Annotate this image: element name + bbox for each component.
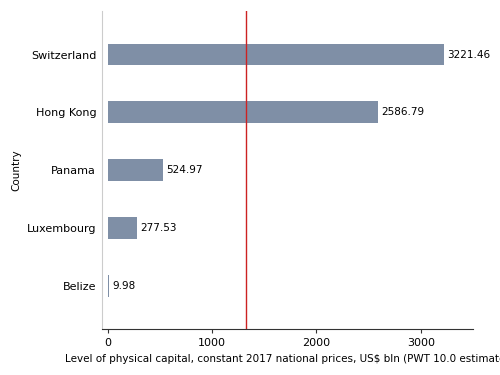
Bar: [108, 159, 162, 181]
Text: 277.53: 277.53: [140, 223, 176, 233]
Text: 3221.46: 3221.46: [447, 50, 490, 60]
Text: 9.98: 9.98: [112, 281, 136, 291]
X-axis label: Level of physical capital, constant 2017 national prices, US$ bln (PWT 10.0 esti: Level of physical capital, constant 2017…: [65, 354, 500, 364]
Bar: [108, 101, 378, 123]
Y-axis label: Country: Country: [11, 149, 21, 191]
Text: 524.97: 524.97: [166, 165, 202, 175]
Bar: [108, 44, 444, 66]
Text: 2586.79: 2586.79: [381, 107, 424, 117]
Bar: [108, 217, 137, 239]
Bar: [108, 275, 109, 297]
